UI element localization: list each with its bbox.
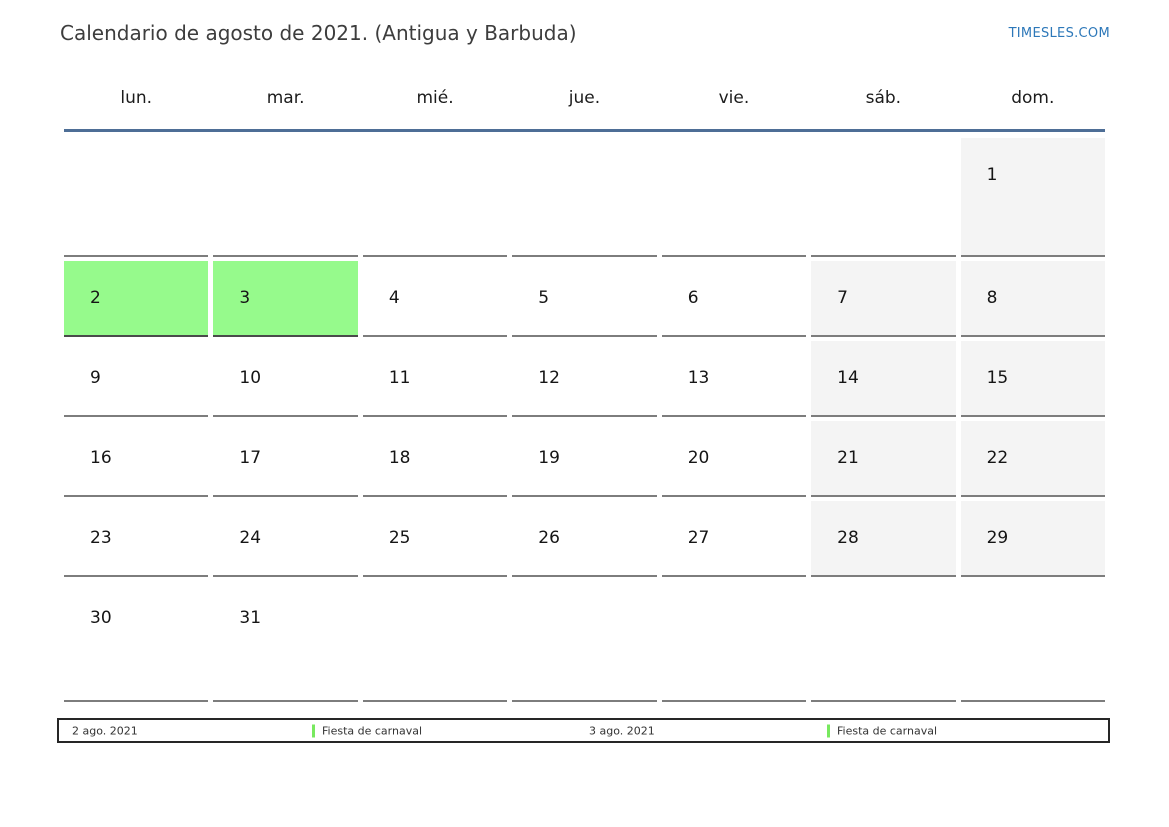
day-cell-empty [64,138,209,257]
day-cell-26: 26 [512,501,657,577]
day-number: 30 [90,608,112,628]
day-cell-empty [811,581,956,702]
day-cell-23: 23 [64,501,209,577]
day-cell-14: 14 [811,341,956,417]
day-cell-3: 3 [213,261,358,337]
page-title: Calendario de agosto de 2021. (Antigua y… [60,21,577,45]
day-number: 29 [986,528,1009,548]
weekday-label-wed: mié. [416,88,454,108]
day-number: 22 [986,448,1009,468]
day-cell-empty [512,138,657,257]
day-number: 27 [687,528,710,548]
weekday-label-fri: vie. [718,88,750,108]
day-cell-7: 7 [811,261,956,337]
day-cell-9: 9 [64,341,209,417]
legend-event-label: Fiesta de carnaval [837,724,938,737]
weekday-label-sat: sáb. [865,88,902,108]
legend-event: Fiesta de carnaval [312,724,422,737]
calendar-grid: 1 2 3 4 5 6 7 8 9 10 11 12 13 14 15 16 17 18 19 20 21 22 23 24 2… [64,138,1105,702]
day-number: 13 [687,368,710,388]
day-number: 5 [538,288,550,308]
title-row: Calendario de agosto de 2021. (Antigua y… [60,21,1110,45]
day-cell-29: 29 [960,501,1105,577]
day-cell-6: 6 [661,261,807,337]
day-cell-empty [661,138,807,257]
weekday-label-tue: mar. [266,88,305,108]
legend-event-label: Fiesta de carnaval [322,724,423,737]
day-cell-10: 10 [213,341,358,417]
day-cell-19: 19 [512,421,657,497]
day-number: 15 [986,368,1009,388]
weekday-label-mon: lun. [120,88,153,108]
holiday-marker-icon [827,724,830,737]
day-number: 25 [388,528,411,548]
day-number: 21 [837,448,859,468]
day-number: 12 [538,368,560,388]
day-cell-8: 8 [960,261,1105,337]
day-number: 3 [239,288,251,308]
day-number: 14 [837,368,859,388]
day-number: 28 [837,528,859,548]
day-number: 2 [90,288,101,308]
day-cell-empty [213,138,358,257]
weekday-label-thu: jue. [568,88,601,108]
day-number: 17 [239,448,262,468]
day-cell-empty [362,581,508,702]
day-cell-27: 27 [661,501,807,577]
day-cell-16: 16 [64,421,209,497]
day-cell-empty [960,581,1105,702]
day-number: 31 [239,608,262,628]
day-cell-2: 2 [64,261,209,337]
day-cell-17: 17 [213,421,358,497]
day-cell-25: 25 [362,501,508,577]
day-number: 18 [388,448,411,468]
day-cell-22: 22 [960,421,1105,497]
day-number: 19 [538,448,560,468]
weekday-header-row: lun. mar. mié. jue. vie. sáb. dom. [64,88,1105,109]
site-link[interactable]: TIMESLES.COM [1008,26,1110,41]
day-cell-13: 13 [661,341,807,417]
day-cell-20: 20 [661,421,807,497]
holiday-legend: 2 ago. 2021 Fiesta de carnaval 3 ago. 20… [57,718,1110,743]
day-number: 4 [388,288,400,308]
day-cell-18: 18 [362,421,508,497]
day-cell-empty [661,581,807,702]
day-number: 10 [239,368,262,388]
legend-event: Fiesta de carnaval [827,724,937,737]
day-cell-15: 15 [960,341,1105,417]
day-number: 9 [90,368,101,388]
day-number: 6 [687,288,699,308]
legend-date: 3 ago. 2021 [589,724,655,737]
day-cell-empty [811,138,956,257]
day-number: 1 [986,165,998,185]
day-number: 24 [239,528,262,548]
day-cell-4: 4 [362,261,508,337]
day-cell-empty [362,138,508,257]
day-cell-5: 5 [512,261,657,337]
day-number: 8 [986,288,998,308]
legend-date: 2 ago. 2021 [72,724,138,737]
header-divider [64,129,1105,132]
holiday-marker-icon [312,724,315,737]
day-number: 7 [837,288,848,308]
day-cell-24: 24 [213,501,358,577]
day-number: 16 [90,448,112,468]
weekday-label-sun: dom. [1011,88,1055,108]
day-number: 23 [90,528,112,548]
day-number: 20 [687,448,710,468]
day-cell-empty [512,581,657,702]
day-cell-31: 31 [213,581,358,702]
day-cell-21: 21 [811,421,956,497]
day-cell-12: 12 [512,341,657,417]
day-cell-1: 1 [960,138,1105,257]
day-cell-11: 11 [362,341,508,417]
day-number: 11 [388,368,411,388]
day-cell-28: 28 [811,501,956,577]
day-number: 26 [538,528,560,548]
day-cell-30: 30 [64,581,209,702]
